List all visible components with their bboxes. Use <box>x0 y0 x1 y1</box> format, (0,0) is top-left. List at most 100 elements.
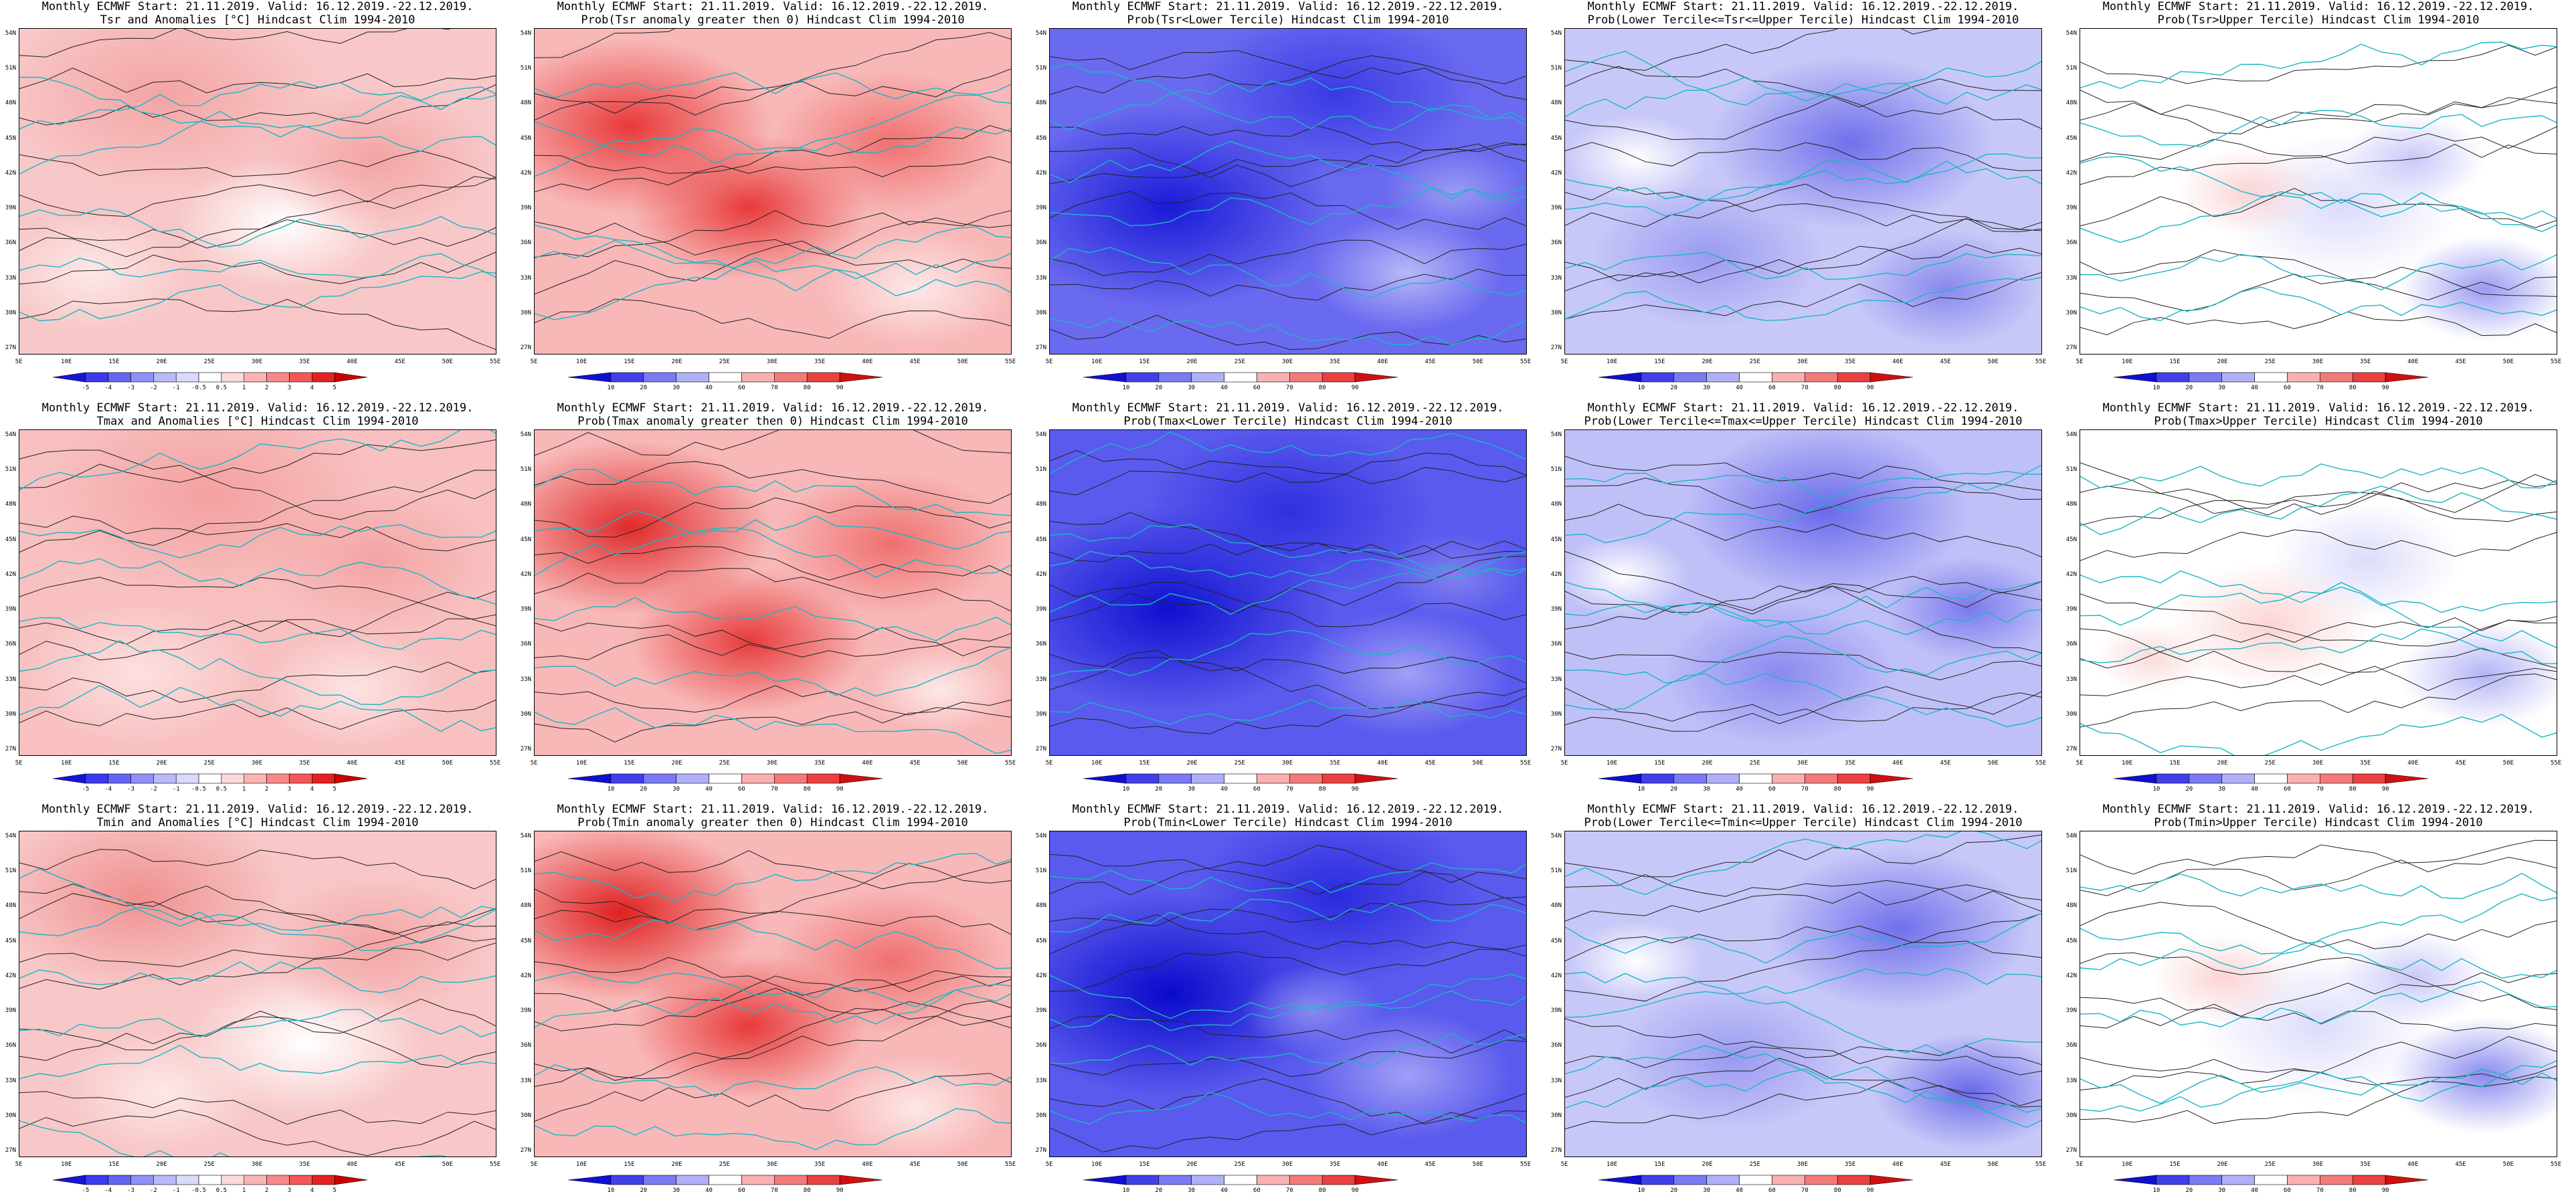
colorbar-label: 20 <box>2185 385 2193 391</box>
lon-tick-label: 45E <box>909 760 921 767</box>
lon-tick-label: 45E <box>1424 1161 1436 1168</box>
colorbar-label: 60 <box>2284 385 2291 391</box>
colorbar-label: 10 <box>1122 385 1130 391</box>
lat-tick-label: 30N <box>1550 309 1562 316</box>
field-shade <box>2399 621 2557 727</box>
colorbar-label: 70 <box>1801 786 1809 793</box>
field-shade <box>1613 985 1851 1132</box>
colorbar-swatch <box>1224 773 1257 784</box>
lon-tick-label: 55E <box>1520 760 1532 767</box>
lat-tick-label: 36N <box>1035 239 1046 247</box>
lat-tick-label: 42N <box>520 972 531 979</box>
contour-line <box>2080 44 2557 84</box>
lat-tick-label: 39N <box>5 205 16 212</box>
colorbar-label: 30 <box>1703 385 1711 391</box>
colorbar-label: 10 <box>1637 1187 1645 1194</box>
field-shade <box>1302 609 1512 738</box>
colorbar-swatch <box>1125 1175 1160 1185</box>
contour-line <box>1565 187 2041 230</box>
contour-line <box>535 910 1011 935</box>
colorbar-label: 40 <box>705 786 713 793</box>
lat-tick-label: 51N <box>520 65 531 72</box>
field-shade <box>19 29 329 197</box>
lat-tick-label: 45N <box>1035 937 1046 944</box>
lon-tick-label: 40E <box>1377 1161 1388 1168</box>
field-shade <box>19 214 187 331</box>
coastline <box>1050 78 1526 131</box>
colorbar-swatch <box>806 372 840 383</box>
colorbar-label: 20 <box>640 1187 648 1194</box>
lat-axis: 54N 51N 48N 45N 42N 39N 36N 33N 30N 27N <box>2061 429 2078 755</box>
lon-tick-label: 10E <box>61 1161 72 1168</box>
coastline <box>1050 246 1526 299</box>
lon-tick-label: 50E <box>442 1161 453 1168</box>
lon-tick-label: 50E <box>1987 1161 1999 1168</box>
contour-line <box>19 849 496 890</box>
contour-line <box>1050 897 1526 955</box>
lon-tick-label: 10E <box>61 760 72 767</box>
colorbar-swatch <box>1191 372 1224 383</box>
contour-line <box>1050 914 1526 950</box>
colorbar-label: 90 <box>1866 1187 1874 1194</box>
contour-line <box>2080 673 2557 728</box>
contour-line <box>19 298 496 350</box>
contour-line <box>1565 581 2041 613</box>
colorbar-swatch <box>1125 372 1160 383</box>
lat-tick-label: 42N <box>520 169 531 177</box>
colorbar-swatch <box>221 773 245 784</box>
contour-line <box>1050 49 1526 100</box>
colorbar-swatch <box>1869 773 1913 784</box>
contour-line <box>1565 272 2041 320</box>
lon-tick-label: 55E <box>1004 1161 1016 1168</box>
lat-tick-label: 42N <box>520 571 531 578</box>
colorbar-label: 40 <box>705 385 713 391</box>
lon-tick-label: 15E <box>1139 760 1150 767</box>
colorbar-label: 20 <box>1670 786 1678 793</box>
lat-tick-label: 51N <box>1550 65 1562 72</box>
contour-line <box>535 430 1011 456</box>
lat-axis: 54N 51N 48N 45N 42N 39N 36N 33N 30N 27N <box>515 429 533 755</box>
lon-tick-label: 45E <box>2455 760 2466 767</box>
map-plot <box>2080 28 2557 355</box>
lat-tick-label: 51N <box>1035 65 1046 72</box>
lat-tick-label: 27N <box>520 1147 531 1154</box>
colorbar-swatch <box>221 372 245 383</box>
contour-line <box>19 1016 496 1068</box>
colorbar-label: 80 <box>2349 385 2357 391</box>
lon-tick-label: 45E <box>909 359 921 365</box>
colorbar-swatch <box>312 1175 335 1185</box>
panel-title-line1: Monthly ECMWF Start: 21.11.2019. Valid: … <box>1587 0 2019 13</box>
lon-tick-label: 10E <box>2122 760 2133 767</box>
lon-axis: 5E 10E 15E 20E 25E 30E 35E 40E 45E 50E 55E <box>2076 1161 2562 1171</box>
lon-tick-label: 20E <box>1186 1161 1198 1168</box>
lat-axis: 54N 51N 48N 45N 42N 39N 36N 33N 30N 27N <box>1546 28 1563 353</box>
contour-line <box>1050 1015 1526 1054</box>
colorbar-swatch <box>108 1175 131 1185</box>
lon-tick-label: 10E <box>1091 1161 1103 1168</box>
lat-tick-label: 36N <box>2065 641 2077 648</box>
coastline <box>19 685 496 732</box>
colorbar-label: 80 <box>1318 385 1326 391</box>
lat-tick-label: 36N <box>5 1042 16 1049</box>
lon-tick-label: 35E <box>1329 760 1341 767</box>
lat-tick-label: 39N <box>2065 606 2077 613</box>
contour-line <box>19 68 496 94</box>
coastline <box>19 76 496 152</box>
lon-axis: 5E 10E 15E 20E 25E 30E 35E 40E 45E 50E 55E <box>531 1161 1016 1171</box>
colorbar-label: 4 <box>310 786 314 793</box>
colorbar-swatch <box>85 773 108 784</box>
colorbar-swatch <box>2352 1175 2386 1185</box>
contour-line <box>1565 66 2041 129</box>
contour-line <box>1050 55 1526 96</box>
panel-title: Monthly ECMWF Start: 21.11.2019. Valid: … <box>515 401 1030 429</box>
lat-tick-label: 36N <box>2065 239 2077 247</box>
coastline <box>1565 831 2041 896</box>
colorbar-labels: 10 20 30 40 60 70 80 90 <box>1608 786 1903 794</box>
colorbar <box>1083 372 1398 383</box>
field-shade <box>258 86 496 232</box>
lat-tick-label: 54N <box>1035 431 1046 438</box>
colorbar-label: 70 <box>2316 1187 2324 1194</box>
colorbar-label: 30 <box>1703 1187 1711 1194</box>
lon-tick-label: 50E <box>442 760 453 767</box>
lat-tick-label: 39N <box>2065 1007 2077 1015</box>
